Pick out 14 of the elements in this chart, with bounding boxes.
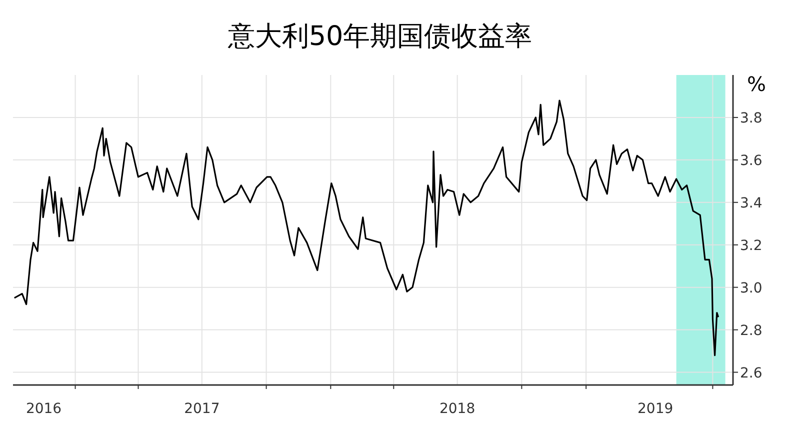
x-tick-label: 2016 (26, 401, 62, 417)
y-tick-label: 2.8 (740, 322, 762, 339)
x-tick-label: 2017 (184, 401, 220, 417)
y-tick-label: 3.4 (740, 195, 762, 212)
y-tick-label: 3.0 (740, 280, 762, 296)
y-tick-label: 3.8 (740, 110, 762, 126)
chart-title: 意大利50年期国债收益率 (226, 21, 532, 52)
y-tick-label: 3.6 (740, 152, 762, 169)
x-tick-label: 2018 (439, 401, 476, 417)
y-axis-title: % (747, 72, 766, 96)
x-tick-label: 2019 (638, 401, 674, 417)
y-tick-label: 3.2 (740, 238, 762, 254)
line-series (14, 100, 720, 356)
y-tick-label: 2.6 (740, 365, 762, 382)
